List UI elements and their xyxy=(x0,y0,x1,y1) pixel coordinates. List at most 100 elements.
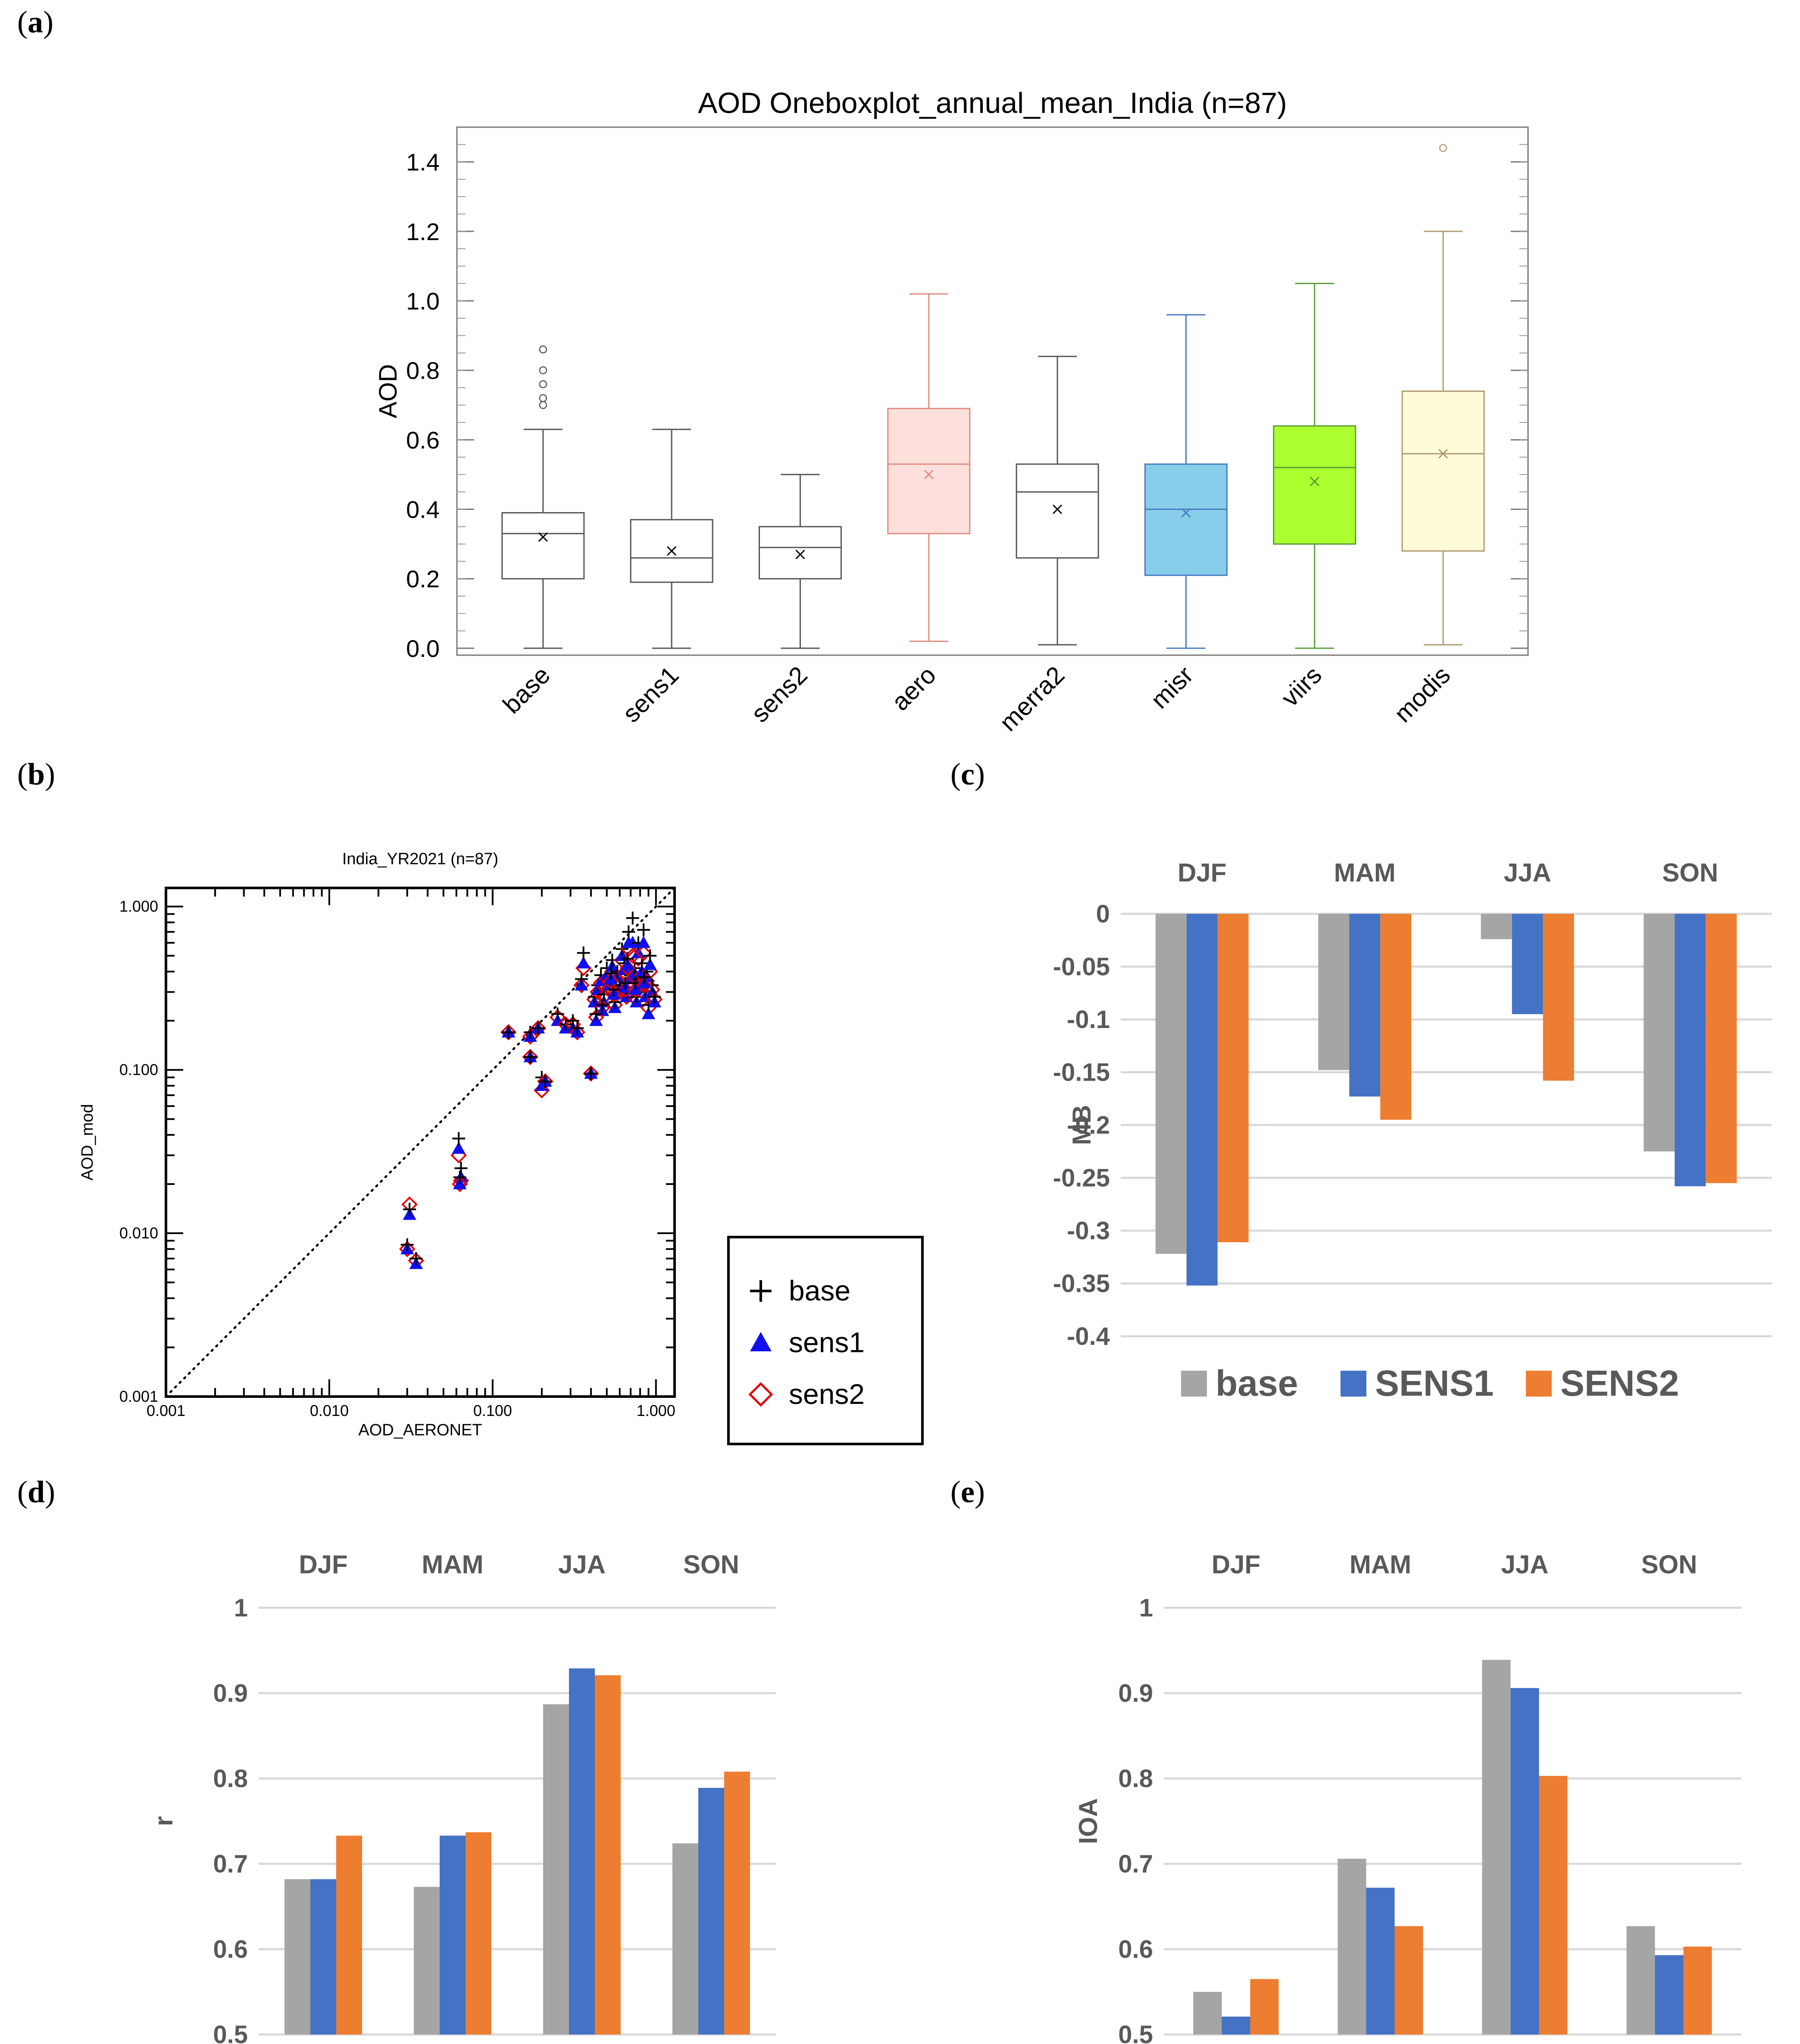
one-to-one-line xyxy=(165,887,676,1398)
y-tick-label-a: 0.8 xyxy=(406,357,440,384)
box-body xyxy=(1401,391,1485,552)
box-mean xyxy=(924,469,934,479)
y-tick-label-c: -0.1 xyxy=(1067,1006,1110,1034)
bar-e-base-djf xyxy=(1193,1992,1222,2035)
box-mean xyxy=(795,550,805,559)
box-body xyxy=(1144,463,1228,576)
box-merra2: merra2 xyxy=(994,356,1099,737)
point-sens1 xyxy=(452,1141,466,1154)
x-tick-label-a: merra2 xyxy=(994,661,1070,737)
panel-label-d: (d) xyxy=(17,1475,56,1509)
panel-label-e: (e) xyxy=(950,1475,985,1509)
bar-d-sens2-son xyxy=(724,1772,750,2035)
chart-d-ylabel: r xyxy=(149,1816,178,1826)
bar-d-sens2-mam xyxy=(466,1832,491,2035)
y-tick-label-a: 1.4 xyxy=(406,149,440,176)
legend-swatch-base xyxy=(1181,1371,1207,1397)
box-outlier xyxy=(539,401,547,409)
box-sens2: sens2 xyxy=(746,474,842,728)
box-base: base xyxy=(497,345,585,719)
point-base xyxy=(604,967,618,980)
chart-a-ylabel: AOD xyxy=(374,364,402,419)
bar-d-base-son xyxy=(672,1843,698,2035)
bar-d-sens2-jja xyxy=(595,1675,621,2035)
point-base xyxy=(400,1238,414,1251)
x-tick-label-a: base xyxy=(497,661,556,719)
category-label-e: DJF xyxy=(1212,1550,1260,1579)
y-tick-label-a: 0.4 xyxy=(406,496,440,523)
y-tick-label-a: 0.2 xyxy=(406,566,440,593)
x-tick-label-b: 0.010 xyxy=(310,1402,349,1419)
point-sens2 xyxy=(635,944,652,961)
x-tick-label-a: sens2 xyxy=(746,661,812,728)
legend-swatch-sens1 xyxy=(1341,1371,1366,1397)
bar-d-sens1-mam xyxy=(440,1835,466,2035)
legend-b: base sens1 sens2 xyxy=(727,1236,924,1445)
point-base xyxy=(638,970,651,984)
legend-marker-base xyxy=(750,1280,772,1302)
bar-c-sens1-son xyxy=(1675,914,1706,1187)
point-base xyxy=(571,1022,584,1035)
point-base xyxy=(524,1050,537,1064)
point-base xyxy=(626,911,639,925)
point-base xyxy=(648,990,661,1003)
y-tick-label-e: 0.8 xyxy=(1118,1765,1153,1793)
point-sens2 xyxy=(569,1024,586,1041)
y-tick-label-a: 1.0 xyxy=(406,288,440,315)
y-tick-label-b: 0.100 xyxy=(119,1061,158,1078)
point-base xyxy=(589,1007,603,1021)
point-sens2 xyxy=(636,977,653,994)
y-tick-label-a: 0.0 xyxy=(406,635,440,662)
bar-c-sens2-mam xyxy=(1380,914,1412,1120)
y-tick-label-d: 0.6 xyxy=(213,1935,248,1963)
bar-d-sens2-djf xyxy=(336,1835,362,2035)
panel-label-a: (a) xyxy=(17,5,53,39)
category-label-d: DJF xyxy=(299,1550,347,1579)
chart-b: India_YR2021 (n=87) 0.001 0.010 0.100 1.000 0… xyxy=(78,850,924,1445)
bar-e-sens1-son xyxy=(1655,1955,1684,2035)
legend-label-sens2: sens2 xyxy=(789,1378,865,1410)
bar-c-base-mam xyxy=(1318,914,1350,1070)
x-tick-label-a: aero xyxy=(886,661,941,716)
point-sens2 xyxy=(605,986,622,1003)
box-mean xyxy=(1438,449,1448,459)
box-outlier xyxy=(539,394,547,402)
box-body xyxy=(501,512,585,580)
point-sens2 xyxy=(522,1049,539,1065)
point-base xyxy=(575,972,588,986)
bar-d-sens1-son xyxy=(698,1788,724,2035)
point-base xyxy=(621,952,634,965)
legend-label-sens1: SENS1 xyxy=(1375,1363,1494,1403)
category-label-c: MAM xyxy=(1334,858,1396,887)
point-sens1 xyxy=(643,958,657,970)
chart-b-title: India_YR2021 (n=87) xyxy=(342,850,498,868)
chart-e-ylabel: IOA xyxy=(1074,1798,1103,1844)
box-misr: misr xyxy=(1144,314,1228,714)
y-tick-label-c: -0.15 xyxy=(1053,1059,1110,1087)
x-tick-label-b: 0.001 xyxy=(147,1402,185,1419)
point-base xyxy=(452,1132,466,1145)
point-base xyxy=(637,923,650,937)
plot-frame-a xyxy=(456,126,1529,656)
point-sens2 xyxy=(500,1024,517,1041)
y-tick-label-c: -0.25 xyxy=(1053,1164,1110,1192)
box-outlier xyxy=(539,366,547,375)
point-base xyxy=(531,1022,545,1035)
bar-c-sens1-mam xyxy=(1349,914,1381,1097)
y-tick-label-c: -0.05 xyxy=(1053,953,1110,981)
y-tick-label-b: 0.001 xyxy=(119,1388,158,1405)
bar-e-sens2-djf xyxy=(1250,1979,1279,2035)
bar-c-sens2-djf xyxy=(1217,914,1249,1242)
y-tick-label-e: 1 xyxy=(1139,1594,1153,1622)
point-base xyxy=(538,1075,552,1088)
legend-marker-sens2 xyxy=(748,1382,773,1407)
y-tick-label-a: 1.2 xyxy=(406,218,440,245)
panel-label-b: (b) xyxy=(17,757,56,791)
bar-c-sens1-jja xyxy=(1512,914,1543,1014)
box-mean xyxy=(538,532,548,542)
y-tick-label-a: 0.6 xyxy=(406,426,440,453)
legend-swatch-sens2 xyxy=(1526,1371,1552,1397)
bar-e-sens2-jja xyxy=(1539,1776,1568,2035)
chart-b-xlabel: AOD_AERONET xyxy=(358,1421,482,1439)
scatter-points xyxy=(399,911,663,1269)
